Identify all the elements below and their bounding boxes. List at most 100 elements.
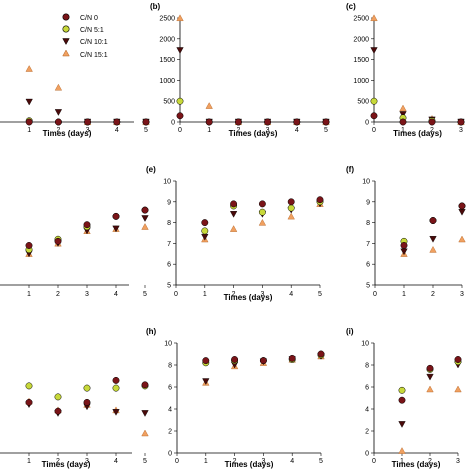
y-tick-label: 2500 <box>353 16 369 23</box>
x-tick-label: 1 <box>27 127 31 134</box>
x-tick-label: 3 <box>85 291 89 298</box>
y-tick-label: 2500 <box>159 16 175 23</box>
point-cn0 <box>112 212 120 220</box>
x-axis-label: Times (days) <box>225 460 274 469</box>
point-cn0 <box>398 396 406 404</box>
panel-5: 5 6 7 8 9 10 0 1 2 3 4 5 Times (days) (e) <box>146 165 324 302</box>
x-tick-label: 4 <box>115 127 119 134</box>
legend-marker-cn10 <box>62 38 70 46</box>
point-cn15 <box>458 235 466 243</box>
point-cn0 <box>84 118 92 126</box>
point-cn10 <box>112 225 120 233</box>
y-tick-label: 2000 <box>159 36 175 43</box>
x-tick-label: 0 <box>178 127 182 134</box>
point-cn5 <box>176 97 184 105</box>
x-tick-label: 1 <box>203 291 207 298</box>
point-cn0 <box>230 200 238 208</box>
point-cn15 <box>141 429 149 437</box>
point-cn10 <box>54 109 63 116</box>
point-cn0 <box>399 118 407 126</box>
panel-3: 0 500 1000 1500 2000 2500 0 1 2 3 Times (days) (c) <box>346 2 465 138</box>
point-cn0 <box>400 242 408 249</box>
y-tick-label: 6 <box>365 385 369 392</box>
y-tick-label: 8 <box>366 220 370 227</box>
y-tick-label: 8 <box>168 363 172 370</box>
y-tick-label: 10 <box>163 179 171 186</box>
y-tick-label: 1000 <box>159 78 175 85</box>
x-tick-label: 5 <box>143 458 147 465</box>
x-tick-label: 3 <box>86 127 90 134</box>
point-cn0 <box>288 354 296 362</box>
point-cn15 <box>229 225 238 232</box>
point-cn0 <box>317 350 325 358</box>
y-tick-label: 500 <box>357 99 369 106</box>
point-cn0 <box>54 237 62 245</box>
y-tick-label: 2 <box>365 429 369 436</box>
x-tick-label: 3 <box>460 291 464 298</box>
panel-6: 5 6 7 8 9 10 0 1 2 3 (f) <box>346 165 466 298</box>
x-tick-label: 1 <box>402 291 406 298</box>
y-tick-label: 4 <box>168 407 172 414</box>
y-tick-label: 10 <box>362 179 370 186</box>
x-tick-label: 2 <box>56 127 60 134</box>
point-cn10 <box>370 47 378 54</box>
point-cn0 <box>113 118 121 126</box>
x-tick-label: 4 <box>114 458 118 465</box>
point-cn10 <box>202 378 210 385</box>
x-tick-label: 0 <box>373 291 377 298</box>
point-cn0 <box>234 118 242 126</box>
point-cn0 <box>258 200 266 208</box>
x-axis-label: Times (days) <box>43 129 92 138</box>
x-tick-label: 1 <box>401 127 405 134</box>
point-cn15 <box>399 104 407 112</box>
y-tick-label: 7 <box>366 241 370 248</box>
point-cn0 <box>25 242 33 249</box>
y-tick-label: 0 <box>365 451 369 458</box>
point-cn0 <box>287 198 295 206</box>
point-cn0 <box>176 112 184 120</box>
point-cn0 <box>458 202 466 210</box>
point-cn0 <box>112 376 120 384</box>
point-cn5 <box>370 97 378 105</box>
x-tick-label: 5 <box>143 291 147 298</box>
legend-marker-cn15 <box>62 49 70 57</box>
x-tick-label: 5 <box>324 127 328 134</box>
point-cn10 <box>229 211 238 218</box>
x-tick-label: 2 <box>233 458 237 465</box>
point-cn0 <box>316 196 324 204</box>
point-cn0 <box>205 118 213 126</box>
x-tick-label: 4 <box>290 458 294 465</box>
x-tick-label: 0 <box>174 291 178 298</box>
point-cn10 <box>426 373 434 381</box>
x-tick-label: 1 <box>27 458 31 465</box>
point-cn0 <box>322 118 330 126</box>
point-cn5 <box>287 204 295 212</box>
panel-1: 1 2 3 4 5 Times (days) <box>0 65 150 138</box>
y-tick-label: 8 <box>167 220 171 227</box>
panel-4: 1 2 3 4 5 <box>0 206 149 298</box>
point-cn15 <box>426 385 434 393</box>
point-cn0 <box>293 118 301 126</box>
point-cn15 <box>258 218 267 226</box>
y-tick-label: 8 <box>365 363 369 370</box>
y-tick-label: 1000 <box>353 78 369 85</box>
x-axis-label: Times (days) <box>393 129 442 138</box>
point-cn10 <box>176 47 184 54</box>
panel-label: (e) <box>146 165 156 174</box>
point-cn15 <box>287 212 295 220</box>
x-tick-label: 3 <box>459 127 463 134</box>
point-cn0 <box>141 206 149 214</box>
y-tick-label: 1500 <box>159 57 175 64</box>
point-cn15 <box>398 447 406 454</box>
panel-label: (f) <box>346 165 354 174</box>
y-tick-label: 1500 <box>353 57 369 64</box>
point-cn10 <box>141 215 149 222</box>
point-cn15 <box>25 65 33 72</box>
y-tick-label: 6 <box>168 385 172 392</box>
point-cn0 <box>457 118 465 126</box>
y-tick-label: 500 <box>163 99 175 106</box>
point-cn15 <box>54 83 63 91</box>
point-cn0 <box>142 118 150 126</box>
point-cn5 <box>201 227 209 235</box>
